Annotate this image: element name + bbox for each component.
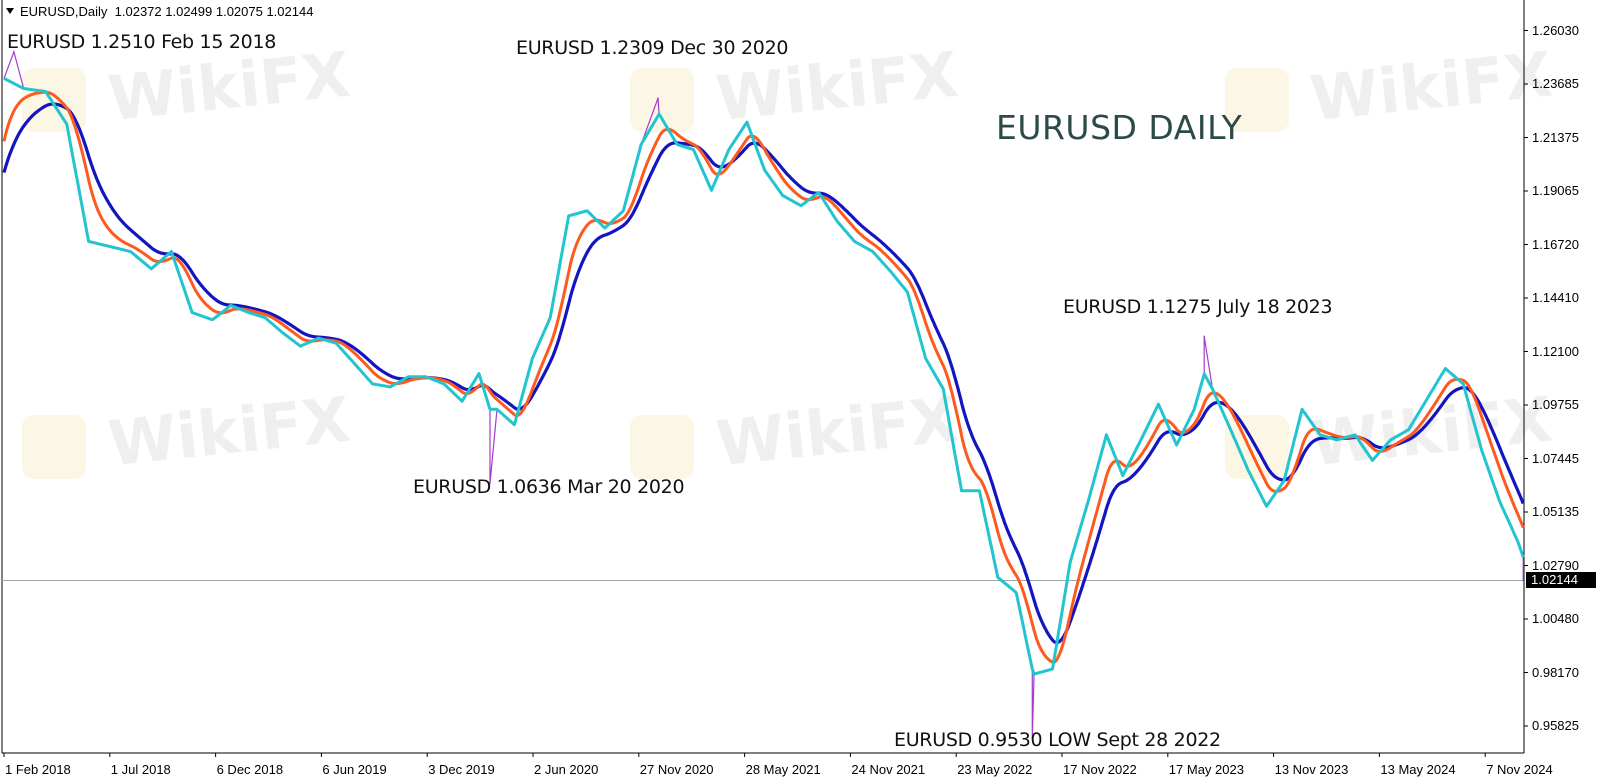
price-tick-label: 1.26030 [1532,22,1579,38]
medium-ma-line [2,90,1525,664]
time-tick-label: 23 May 2022 [957,762,1033,777]
price-tick-label: 1.00480 [1532,611,1579,626]
time-tick-label: 7 Nov 2024 [1486,762,1553,777]
slow-ma-line [2,102,1525,645]
price-extreme-point [1522,579,1525,582]
price-line [3,49,1524,739]
annotation-high-2018: EURUSD 1.2510 Feb 15 2018 [7,31,277,53]
annotation-low-2020: EURUSD 1.0636 Mar 20 2020 [413,476,685,498]
price-tick-label: 1.21375 [1532,129,1579,145]
chart-header: EURUSD,Daily 1.02372 1.02499 1.02075 1.0… [6,4,313,19]
time-tick-label: 6 Dec 2018 [216,762,284,777]
price-tick-label: 1.02790 [1532,557,1579,573]
time-tick-label: 2 Jun 2020 [534,762,599,777]
wikifx-logo-icon [22,415,86,479]
wikifx-logo-icon [1225,68,1289,132]
annotation-high-2020: EURUSD 1.2309 Dec 30 2020 [516,37,789,59]
price-extreme-point [657,97,659,99]
time-tick-label: 13 Nov 2023 [1274,762,1349,777]
time-tick-label: 1 Jul 2018 [110,762,171,777]
time-tick-label: 1 Feb 2018 [5,762,71,777]
dropdown-triangle-icon[interactable] [6,8,14,14]
price-tick-label: 0.98170 [1532,664,1579,680]
chart-frame [1,0,1528,757]
fast-ma-line [3,77,1525,676]
time-tick-label: 28 May 2021 [745,762,821,777]
time-tick-label: 6 Jun 2019 [322,762,387,777]
price-tick-label: 1.23685 [1532,76,1579,91]
price-extreme-point [13,51,15,53]
price-extreme-point [1031,737,1034,739]
time-tick-label: 24 Nov 2021 [851,762,926,777]
current-price-label: 1.02144 [1526,572,1596,588]
price-tick-label: 1.12100 [1532,343,1579,359]
annotation-low-2022: EURUSD 0.9530 LOW Sept 28 2022 [894,729,1221,751]
price-tick-label: 1.16720 [1532,236,1579,252]
time-tick-label: 17 May 2023 [1168,762,1244,777]
price-tick-label: 1.05135 [1532,504,1579,519]
time-tick-label: 27 Nov 2020 [639,762,714,777]
price-tick-label: 0.95825 [1532,718,1579,733]
price-tick-label: 1.07445 [1532,450,1579,466]
price-tick-label: 1.14410 [1532,290,1579,305]
symbol-timeframe: EURUSD,Daily [20,4,108,19]
price-extreme-point [1203,335,1206,338]
time-tick-label: 17 Nov 2022 [1063,762,1137,777]
price-extreme-point [489,482,491,485]
chart-title: EURUSD DAILY [996,108,1243,147]
chart-series [2,49,1525,739]
price-tick-label: 1.09755 [1532,397,1579,412]
ohlc-values: 1.02372 1.02499 1.02075 1.02144 [114,4,314,19]
time-tick-label: 13 May 2024 [1380,762,1456,777]
time-tick-label: 3 Dec 2019 [428,762,495,777]
wikifx-logo-icon [630,415,694,479]
annotation-high-2023: EURUSD 1.1275 July 18 2023 [1063,296,1333,318]
price-tick-label: 1.19065 [1532,183,1579,198]
